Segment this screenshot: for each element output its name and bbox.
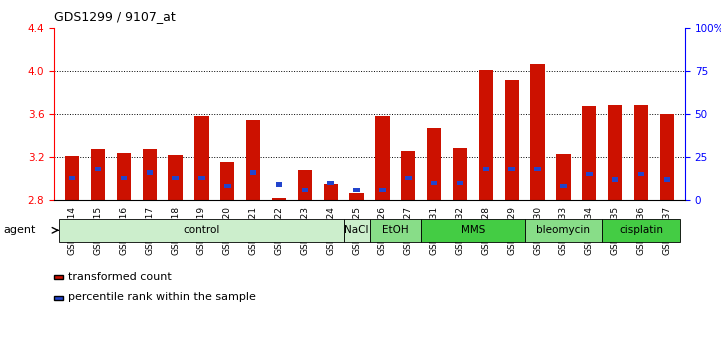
Bar [91, 149, 105, 200]
Bar [479, 70, 493, 200]
Bar [427, 128, 441, 200]
FancyBboxPatch shape [59, 219, 344, 242]
Bar [224, 184, 231, 188]
Bar [327, 181, 334, 185]
Text: cisplatin: cisplatin [619, 225, 663, 235]
Bar [634, 105, 648, 200]
Bar [586, 172, 593, 176]
Bar [405, 176, 412, 180]
FancyBboxPatch shape [525, 219, 602, 242]
FancyBboxPatch shape [421, 219, 525, 242]
Bar [94, 167, 101, 171]
Bar [612, 177, 619, 181]
Bar [146, 170, 153, 175]
FancyBboxPatch shape [602, 219, 680, 242]
Text: EtOH: EtOH [382, 225, 409, 235]
Bar [301, 188, 308, 192]
Text: bleomycin: bleomycin [536, 225, 590, 235]
Bar [117, 152, 131, 200]
Bar [457, 181, 463, 185]
Bar [298, 170, 312, 200]
Text: transformed count: transformed count [68, 272, 172, 282]
Bar [324, 184, 338, 200]
Bar [143, 149, 157, 200]
Bar [379, 188, 386, 192]
Bar [453, 148, 467, 200]
Bar [169, 155, 182, 200]
Text: percentile rank within the sample: percentile rank within the sample [68, 293, 257, 302]
Bar [534, 167, 541, 171]
Bar [608, 105, 622, 200]
Bar [401, 150, 415, 200]
Bar [508, 167, 515, 171]
Bar [660, 114, 674, 200]
Bar [276, 183, 282, 187]
Bar [557, 154, 570, 200]
Bar [350, 193, 363, 200]
Bar [220, 162, 234, 200]
Bar [353, 188, 360, 192]
Bar [505, 80, 519, 200]
Bar [198, 176, 205, 180]
Bar [272, 198, 286, 200]
Text: control: control [183, 225, 220, 235]
Text: NaCl: NaCl [345, 225, 369, 235]
Text: GDS1299 / 9107_at: GDS1299 / 9107_at [54, 10, 176, 23]
Bar [638, 172, 645, 176]
Bar [663, 177, 670, 181]
Bar [65, 156, 79, 200]
Bar [482, 167, 489, 171]
FancyBboxPatch shape [344, 219, 369, 242]
Bar [431, 181, 438, 185]
Bar [246, 120, 260, 200]
Bar [195, 116, 208, 200]
Bar [582, 106, 596, 200]
Bar [250, 170, 257, 175]
Text: agent: agent [4, 225, 36, 235]
Bar [120, 176, 127, 180]
FancyBboxPatch shape [369, 219, 421, 242]
Bar [172, 176, 179, 180]
Bar [376, 116, 389, 200]
Bar [560, 184, 567, 188]
Bar [69, 176, 76, 180]
Bar [531, 64, 544, 200]
Text: MMS: MMS [461, 225, 485, 235]
